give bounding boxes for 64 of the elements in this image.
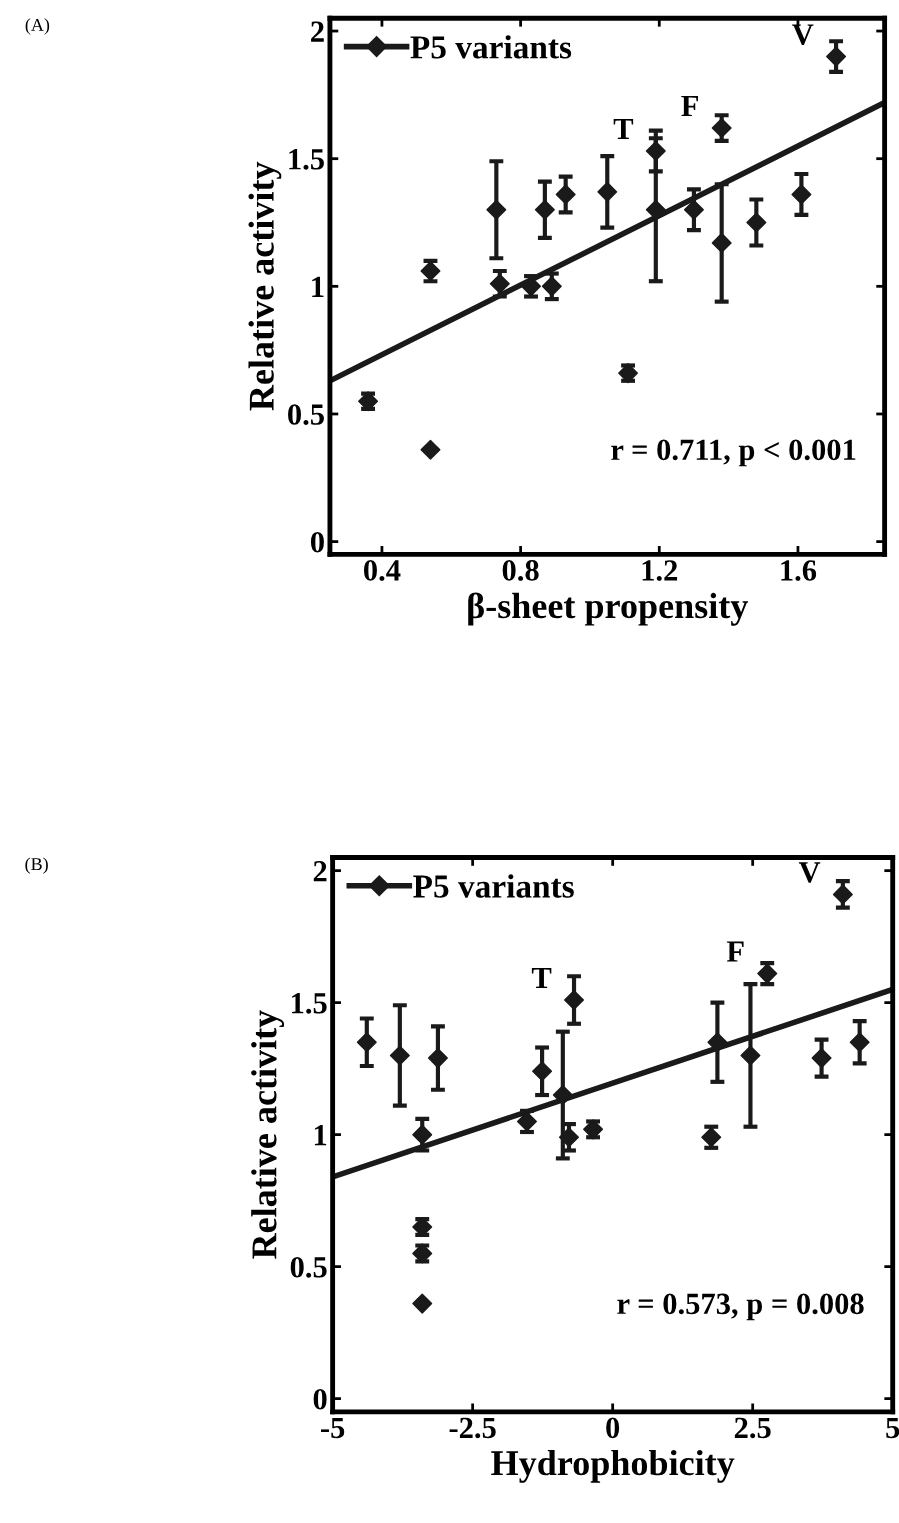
y-tick-label: 1.5 bbox=[289, 149, 324, 170]
x-tick-label: 0 bbox=[606, 1417, 620, 1439]
point bbox=[427, 1048, 448, 1069]
point bbox=[564, 989, 585, 1011]
y-tick-label: 0.5 bbox=[288, 404, 324, 425]
y-tick-label: 2 bbox=[313, 861, 327, 882]
x-axis-title: Hydrophobicity bbox=[491, 1449, 735, 1483]
point bbox=[420, 439, 441, 460]
point bbox=[597, 181, 618, 202]
point bbox=[412, 1124, 433, 1145]
x-tick-label: 1.2 bbox=[642, 560, 678, 581]
y-tick-label: 1.5 bbox=[292, 993, 327, 1014]
point bbox=[356, 1032, 377, 1053]
point bbox=[534, 199, 555, 220]
y-tick-label: 1 bbox=[314, 1125, 327, 1146]
point bbox=[541, 276, 562, 297]
point bbox=[746, 212, 767, 233]
x-tick-label: 1.6 bbox=[781, 560, 817, 581]
point bbox=[552, 1085, 573, 1106]
annotation: r = 0.573, p = 0.008 bbox=[617, 1293, 864, 1321]
point bbox=[555, 184, 576, 205]
point bbox=[389, 1045, 410, 1066]
x-axis-title: β-sheet propensity bbox=[468, 592, 749, 626]
point bbox=[849, 1032, 870, 1053]
annotation: V bbox=[798, 862, 821, 883]
y-tick-label: 2 bbox=[311, 21, 324, 42]
point bbox=[486, 199, 507, 220]
legend-label: P5 variants bbox=[410, 35, 572, 59]
y-axis-title: Relative activity bbox=[251, 1010, 285, 1259]
point bbox=[711, 118, 732, 139]
y-tick-label: 1 bbox=[312, 276, 324, 297]
annotation: T bbox=[531, 967, 552, 988]
point bbox=[791, 184, 812, 205]
y-tick-label: 0.5 bbox=[290, 1256, 327, 1278]
point bbox=[740, 1045, 761, 1066]
x-tick-label: 2.5 bbox=[734, 1417, 771, 1439]
y-tick-label: 0 bbox=[313, 1388, 327, 1410]
point bbox=[645, 141, 666, 162]
point bbox=[707, 1032, 728, 1053]
text: (B) bbox=[25, 857, 48, 874]
x-tick-label: -5 bbox=[321, 1417, 345, 1439]
legend-label: P5 variants bbox=[413, 874, 574, 898]
point bbox=[832, 884, 853, 905]
annotation: F bbox=[681, 95, 698, 116]
annotation: V bbox=[792, 24, 814, 45]
point bbox=[489, 273, 510, 294]
y-tick-label: 0 bbox=[310, 531, 324, 553]
point bbox=[826, 46, 847, 67]
annotation: r = 0.711, p < 0.001 bbox=[611, 439, 856, 467]
y-axis-title: Relative activity bbox=[248, 161, 282, 411]
point bbox=[711, 232, 732, 253]
annotation: F bbox=[726, 941, 744, 962]
x-tick-label: 0.4 bbox=[364, 560, 401, 581]
text: (A) bbox=[25, 18, 50, 35]
annotation: T bbox=[613, 118, 634, 139]
point bbox=[558, 1127, 579, 1148]
x-tick-label: 0.8 bbox=[502, 560, 539, 581]
point bbox=[811, 1048, 832, 1069]
x-tick-label: -2.5 bbox=[449, 1417, 496, 1439]
x-tick-label: 5 bbox=[886, 1417, 899, 1439]
point bbox=[412, 1293, 433, 1314]
point bbox=[532, 1061, 553, 1082]
point bbox=[683, 199, 704, 220]
point bbox=[516, 1111, 537, 1132]
